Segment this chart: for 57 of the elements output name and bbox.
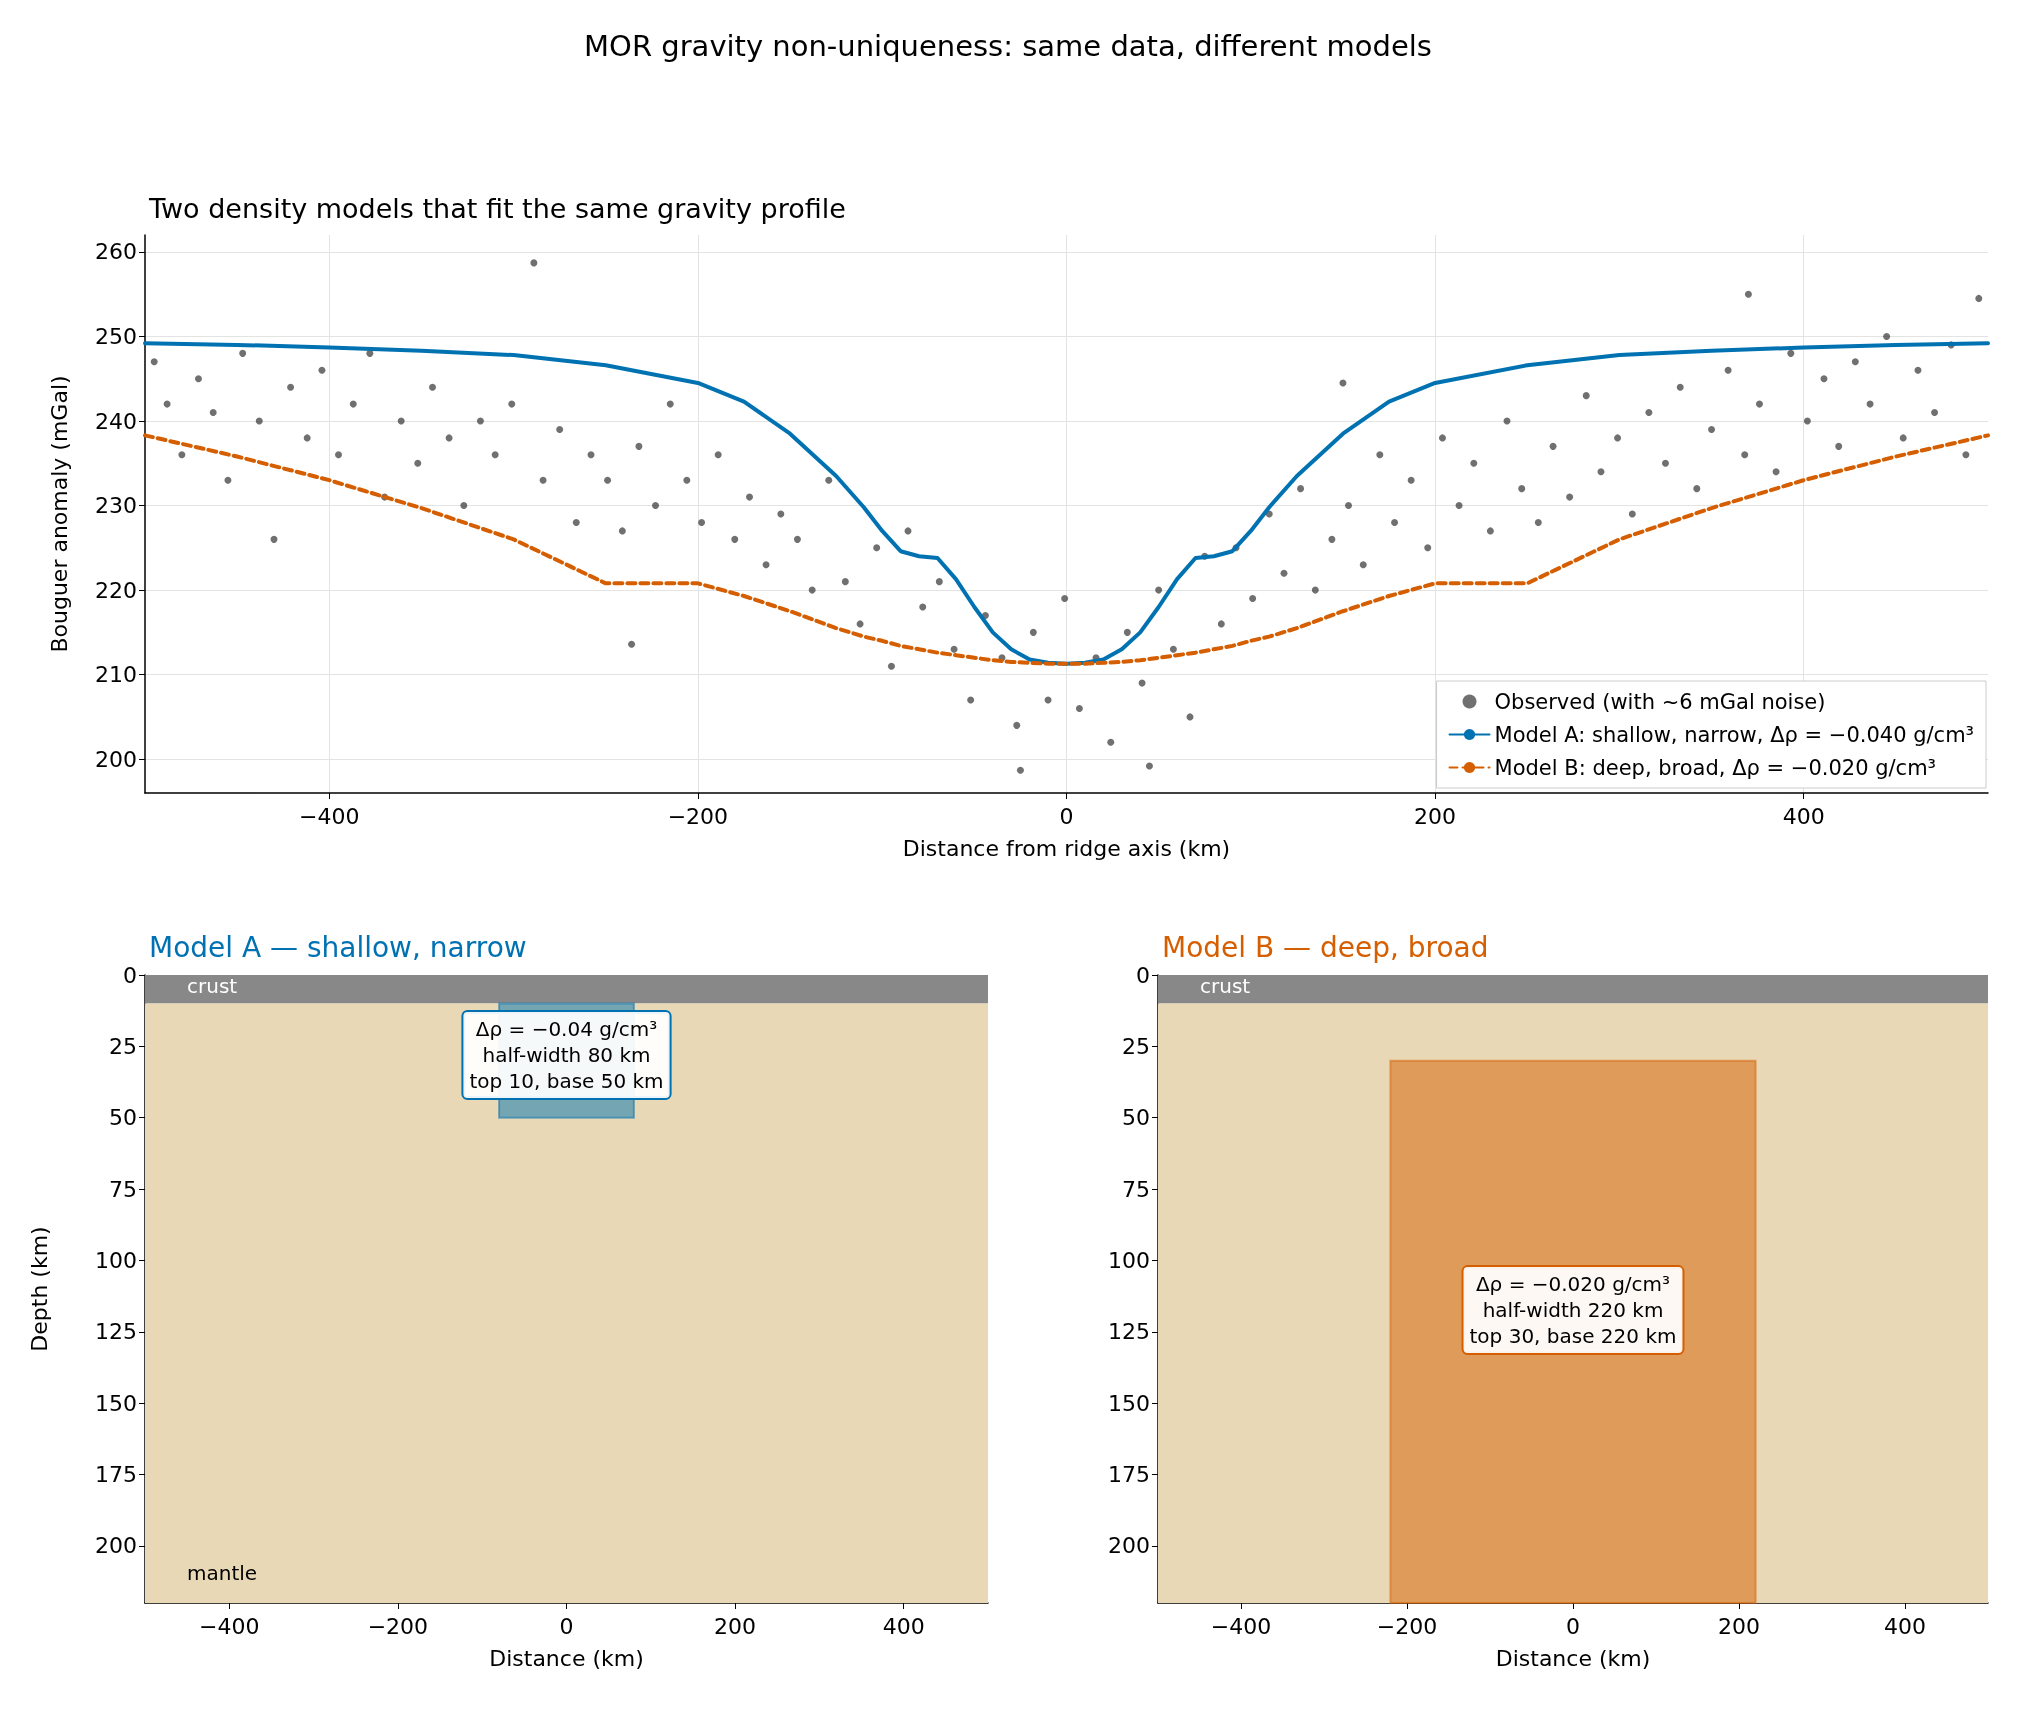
y-tick-label: 75: [109, 1176, 137, 1202]
band-label: crust: [1200, 974, 1251, 998]
y-axis-title: Depth (km): [26, 1226, 52, 1352]
y-tick-label: 200: [95, 1533, 137, 1559]
x-tick-label: 200: [714, 1613, 757, 1639]
y-tick-label: 230: [95, 493, 137, 519]
y-tick-label: 125: [95, 1319, 137, 1345]
annotation: Δρ = −0.04 g/cm³ half-width 80 km top 10, base 50 km: [469, 1016, 664, 1093]
y-tick-label: 0: [123, 962, 137, 988]
x-tick-label: −400: [299, 803, 360, 829]
y-tick-label: 220: [95, 577, 137, 603]
y-tick-label: 200: [1108, 1533, 1150, 1559]
y-tick-label: 240: [95, 408, 137, 434]
x-tick-label: 200: [1414, 803, 1457, 829]
y-tick-label: 25: [1122, 1033, 1150, 1059]
y-tick-label: 100: [95, 1247, 137, 1273]
x-tick-label: −200: [1376, 1613, 1438, 1639]
y-tick-label: 200: [95, 746, 137, 772]
chart-title: Model A — shallow, narrow: [149, 930, 527, 964]
x-tick-label: 200: [1718, 1613, 1760, 1639]
x-axis-title: Distance (km): [489, 1645, 644, 1671]
y-tick-label: 175: [95, 1462, 137, 1488]
y-tick-label: 50: [1122, 1105, 1150, 1131]
band-label: crust: [187, 974, 238, 998]
y-tick-label: 75: [1122, 1176, 1150, 1202]
x-tick-label: −400: [199, 1613, 260, 1639]
y-tick-label: 210: [95, 662, 137, 688]
y-tick-label: 150: [1108, 1390, 1150, 1416]
legend-label: Model A: shallow, narrow, Δρ = −0.040 g/cm³: [1494, 722, 1974, 747]
y-tick-label: 25: [109, 1033, 137, 1059]
x-tick-label: 0: [1566, 1613, 1580, 1639]
annotation: Δρ = −0.020 g/cm³ half-width 220 km top 30, base 220 km: [1469, 1272, 1677, 1349]
y-tick-label: 0: [1136, 962, 1150, 988]
x-axis-title: Distance (km): [1495, 1645, 1651, 1671]
y-tick-label: 50: [109, 1105, 137, 1131]
x-tick-label: 400: [882, 1613, 925, 1639]
legend-label: Model B: deep, broad, Δρ = −0.020 g/cm³: [1494, 755, 1937, 780]
legend-label: Observed (with ~6 mGal noise): [1494, 689, 1826, 714]
x-tick-label: −200: [367, 1613, 429, 1639]
chart-subtitle: Two density models that fit the same gravity profile: [148, 193, 846, 224]
x-tick-label: −400: [1210, 1613, 1272, 1639]
y-tick-label: 250: [95, 323, 137, 349]
x-axis-title: Distance from ridge axis (km): [902, 835, 1231, 861]
y-tick-label: 150: [95, 1390, 137, 1416]
y-tick-label: 100: [1108, 1247, 1150, 1273]
chart-title: Model B — deep, broad: [1162, 930, 1489, 964]
y-tick-label: 125: [1108, 1319, 1150, 1345]
y-axis-title: Bouguer anomaly (mGal): [46, 375, 72, 653]
x-tick-label: 400: [1884, 1613, 1926, 1639]
chart-title: MOR gravity non-uniqueness: same data, different models: [584, 28, 1432, 63]
y-tick-label: 260: [95, 239, 137, 265]
x-tick-label: 400: [1782, 803, 1825, 829]
x-tick-label: −200: [667, 803, 729, 829]
x-tick-label: 0: [1059, 803, 1074, 829]
band-label: mantle: [187, 1561, 258, 1585]
x-tick-label: 0: [559, 1613, 574, 1639]
y-tick-label: 175: [1108, 1462, 1150, 1488]
